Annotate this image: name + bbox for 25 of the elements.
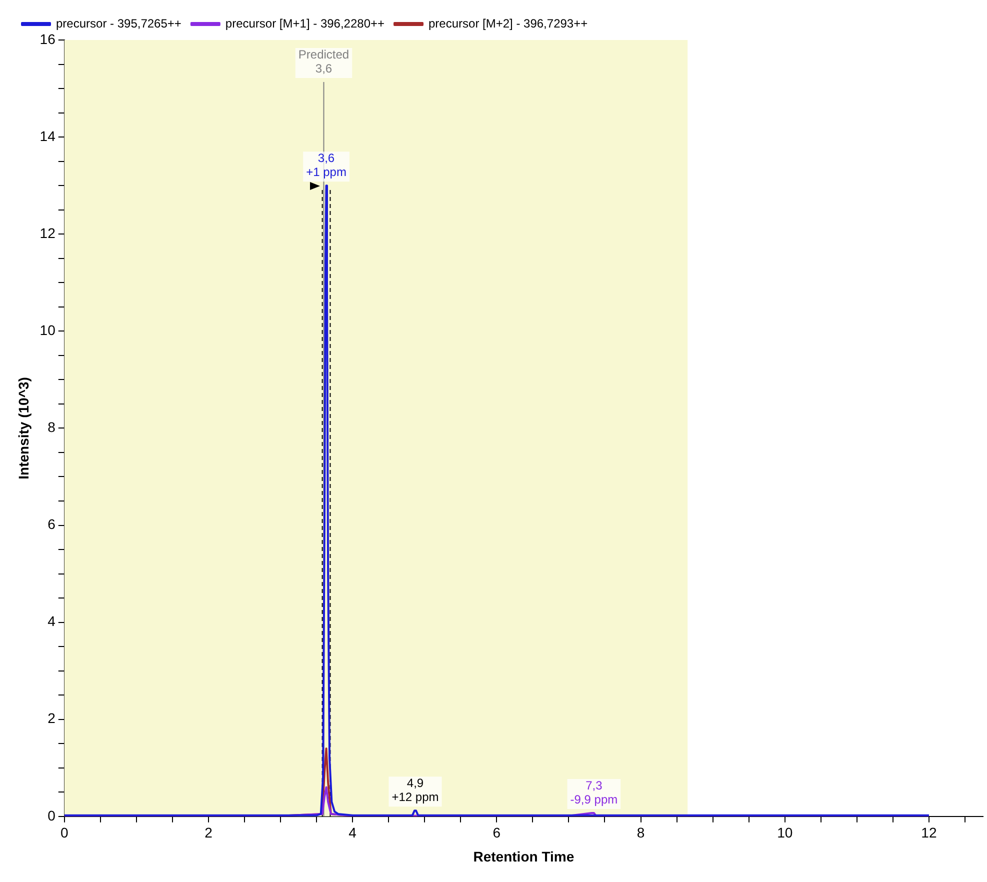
y-tick-label: 2	[48, 710, 56, 726]
x-tick-label: 8	[636, 824, 645, 841]
x-tick-label: 2	[204, 824, 213, 841]
y-tick-label: 10	[40, 322, 56, 338]
y-tick-label: 12	[40, 224, 56, 241]
legend-label: precursor [M+2] - 396,7293++	[428, 16, 588, 30]
x-axis-title: Retention Time	[473, 848, 574, 864]
y-tick-label: 4	[48, 613, 56, 630]
x-tick-label: 0	[60, 824, 68, 841]
y-tick-label: 0	[48, 807, 56, 824]
annotation: 7,3 -9,9 ppm	[570, 778, 618, 806]
y-axis-title: Intensity (10^3)	[15, 377, 32, 480]
annotation: 4,9 +12 ppm	[392, 776, 439, 804]
legend-label: precursor - 395,7265++	[56, 16, 182, 30]
x-tick-label: 4	[348, 824, 357, 841]
legend-label: precursor [M+1] - 396,2280++	[225, 16, 385, 30]
x-tick-label: 6	[492, 824, 501, 841]
y-tick-label: 6	[48, 516, 56, 532]
x-tick-label: 10	[777, 824, 793, 841]
y-tick-label: 14	[40, 128, 56, 144]
y-tick-label: 8	[48, 419, 56, 436]
annotation: 3,6 +1 ppm	[306, 150, 346, 179]
ref-line-label: Predicted 3,6	[298, 47, 350, 76]
x-tick-label: 12	[921, 824, 937, 841]
y-tick-label: 16	[40, 30, 56, 47]
